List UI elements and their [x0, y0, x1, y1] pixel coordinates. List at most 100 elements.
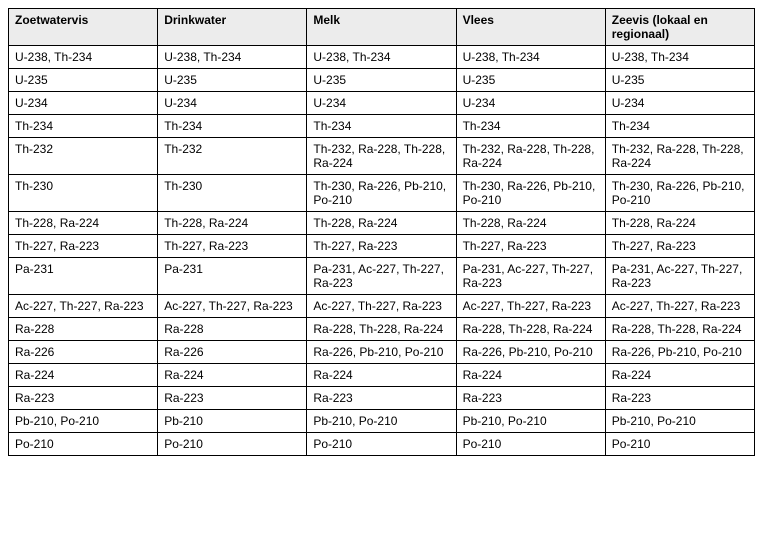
table-row: Th-234 Th-234 Th-234 Th-234 Th-234: [9, 115, 755, 138]
table-cell: Ra-223: [307, 387, 456, 410]
table-header-row: Zoetwatervis Drinkwater Melk Vlees Zeevi…: [9, 9, 755, 46]
table-cell: U-238, Th-234: [456, 46, 605, 69]
column-header: Vlees: [456, 9, 605, 46]
column-header: Zoetwatervis: [9, 9, 158, 46]
table-cell: Ra-223: [605, 387, 754, 410]
table-cell: Po-210: [605, 433, 754, 456]
table-cell: Th-227, Ra-223: [605, 235, 754, 258]
table-cell: Ac-227, Th-227, Ra-223: [456, 295, 605, 318]
table-cell: U-235: [9, 69, 158, 92]
column-header: Zeevis (lokaal en regionaal): [605, 9, 754, 46]
table-row: Th-227, Ra-223 Th-227, Ra-223 Th-227, Ra…: [9, 235, 755, 258]
table-body: U-238, Th-234 U-238, Th-234 U-238, Th-23…: [9, 46, 755, 456]
table-cell: Ac-227, Th-227, Ra-223: [158, 295, 307, 318]
table-row: Ra-228 Ra-228 Ra-228, Th-228, Ra-224 Ra-…: [9, 318, 755, 341]
table-cell: Ra-228, Th-228, Ra-224: [456, 318, 605, 341]
table-row: Th-230 Th-230 Th-230, Ra-226, Pb-210, Po…: [9, 175, 755, 212]
table-cell: Ra-226, Pb-210, Po-210: [307, 341, 456, 364]
table-cell: Th-234: [307, 115, 456, 138]
table-cell: Th-230, Ra-226, Pb-210, Po-210: [456, 175, 605, 212]
table-cell: Th-227, Ra-223: [456, 235, 605, 258]
table-cell: U-238, Th-234: [158, 46, 307, 69]
table-cell: Th-232: [9, 138, 158, 175]
table-cell: Pa-231, Ac-227, Th-227, Ra-223: [307, 258, 456, 295]
table-row: Ra-226 Ra-226 Ra-226, Pb-210, Po-210 Ra-…: [9, 341, 755, 364]
table-cell: Pb-210, Po-210: [456, 410, 605, 433]
table-cell: Ac-227, Th-227, Ra-223: [9, 295, 158, 318]
table-cell: Th-232, Ra-228, Th-228, Ra-224: [456, 138, 605, 175]
table-cell: Pb-210, Po-210: [9, 410, 158, 433]
table-row: U-238, Th-234 U-238, Th-234 U-238, Th-23…: [9, 46, 755, 69]
table-cell: Th-227, Ra-223: [158, 235, 307, 258]
table-cell: Th-230: [158, 175, 307, 212]
table-cell: Th-230, Ra-226, Pb-210, Po-210: [605, 175, 754, 212]
table-row: Th-232 Th-232 Th-232, Ra-228, Th-228, Ra…: [9, 138, 755, 175]
table-cell: Ra-223: [9, 387, 158, 410]
table-cell: Th-228, Ra-224: [307, 212, 456, 235]
table-cell: Ra-228: [158, 318, 307, 341]
table-cell: Th-227, Ra-223: [307, 235, 456, 258]
table-cell: U-238, Th-234: [605, 46, 754, 69]
table-row: Pb-210, Po-210 Pb-210 Pb-210, Po-210 Pb-…: [9, 410, 755, 433]
table-cell: Pb-210, Po-210: [307, 410, 456, 433]
table-cell: Ac-227, Th-227, Ra-223: [605, 295, 754, 318]
table-cell: Th-234: [158, 115, 307, 138]
table-cell: Ra-224: [307, 364, 456, 387]
table-cell: Ra-226, Pb-210, Po-210: [456, 341, 605, 364]
table-cell: Ra-223: [158, 387, 307, 410]
table-cell: Th-228, Ra-224: [456, 212, 605, 235]
table-cell: U-235: [158, 69, 307, 92]
table-cell: Po-210: [456, 433, 605, 456]
table-cell: Ra-228, Th-228, Ra-224: [307, 318, 456, 341]
table-cell: U-234: [158, 92, 307, 115]
table-cell: Th-232, Ra-228, Th-228, Ra-224: [605, 138, 754, 175]
table-cell: Ra-223: [456, 387, 605, 410]
table-cell: Th-228, Ra-224: [158, 212, 307, 235]
table-cell: Th-232, Ra-228, Th-228, Ra-224: [307, 138, 456, 175]
table-cell: Pa-231: [158, 258, 307, 295]
table-header: Zoetwatervis Drinkwater Melk Vlees Zeevi…: [9, 9, 755, 46]
table-cell: Pa-231, Ac-227, Th-227, Ra-223: [605, 258, 754, 295]
table-cell: U-234: [9, 92, 158, 115]
table-cell: U-238, Th-234: [307, 46, 456, 69]
table-row: Ra-224 Ra-224 Ra-224 Ra-224 Ra-224: [9, 364, 755, 387]
table-cell: U-235: [456, 69, 605, 92]
table-row: Th-228, Ra-224 Th-228, Ra-224 Th-228, Ra…: [9, 212, 755, 235]
table-cell: Th-234: [605, 115, 754, 138]
table-cell: Ra-226: [9, 341, 158, 364]
table-cell: Ra-228, Th-228, Ra-224: [605, 318, 754, 341]
radionuclide-table: Zoetwatervis Drinkwater Melk Vlees Zeevi…: [8, 8, 755, 456]
table-cell: Pb-210, Po-210: [605, 410, 754, 433]
table-cell: Ra-224: [9, 364, 158, 387]
table-cell: U-234: [456, 92, 605, 115]
table-cell: Ra-224: [605, 364, 754, 387]
table-cell: Th-228, Ra-224: [9, 212, 158, 235]
table-row: Ra-223 Ra-223 Ra-223 Ra-223 Ra-223: [9, 387, 755, 410]
table-row: Ac-227, Th-227, Ra-223 Ac-227, Th-227, R…: [9, 295, 755, 318]
table-cell: Th-234: [456, 115, 605, 138]
table-cell: Th-234: [9, 115, 158, 138]
table-cell: Th-227, Ra-223: [9, 235, 158, 258]
table-cell: Po-210: [158, 433, 307, 456]
table-cell: Ra-224: [456, 364, 605, 387]
table-cell: Po-210: [307, 433, 456, 456]
table-row: U-234 U-234 U-234 U-234 U-234: [9, 92, 755, 115]
table-cell: U-238, Th-234: [9, 46, 158, 69]
table-cell: Ra-224: [158, 364, 307, 387]
table-row: U-235 U-235 U-235 U-235 U-235: [9, 69, 755, 92]
table-cell: Th-230: [9, 175, 158, 212]
table-cell: Ra-228: [9, 318, 158, 341]
table-cell: U-235: [605, 69, 754, 92]
column-header: Drinkwater: [158, 9, 307, 46]
table-cell: Ac-227, Th-227, Ra-223: [307, 295, 456, 318]
table-cell: Ra-226, Pb-210, Po-210: [605, 341, 754, 364]
table-cell: U-234: [307, 92, 456, 115]
table-cell: Th-228, Ra-224: [605, 212, 754, 235]
table-cell: U-234: [605, 92, 754, 115]
table-cell: Th-230, Ra-226, Pb-210, Po-210: [307, 175, 456, 212]
column-header: Melk: [307, 9, 456, 46]
table-row: Pa-231 Pa-231 Pa-231, Ac-227, Th-227, Ra…: [9, 258, 755, 295]
table-cell: Ra-226: [158, 341, 307, 364]
table-cell: U-235: [307, 69, 456, 92]
table-cell: Pb-210: [158, 410, 307, 433]
